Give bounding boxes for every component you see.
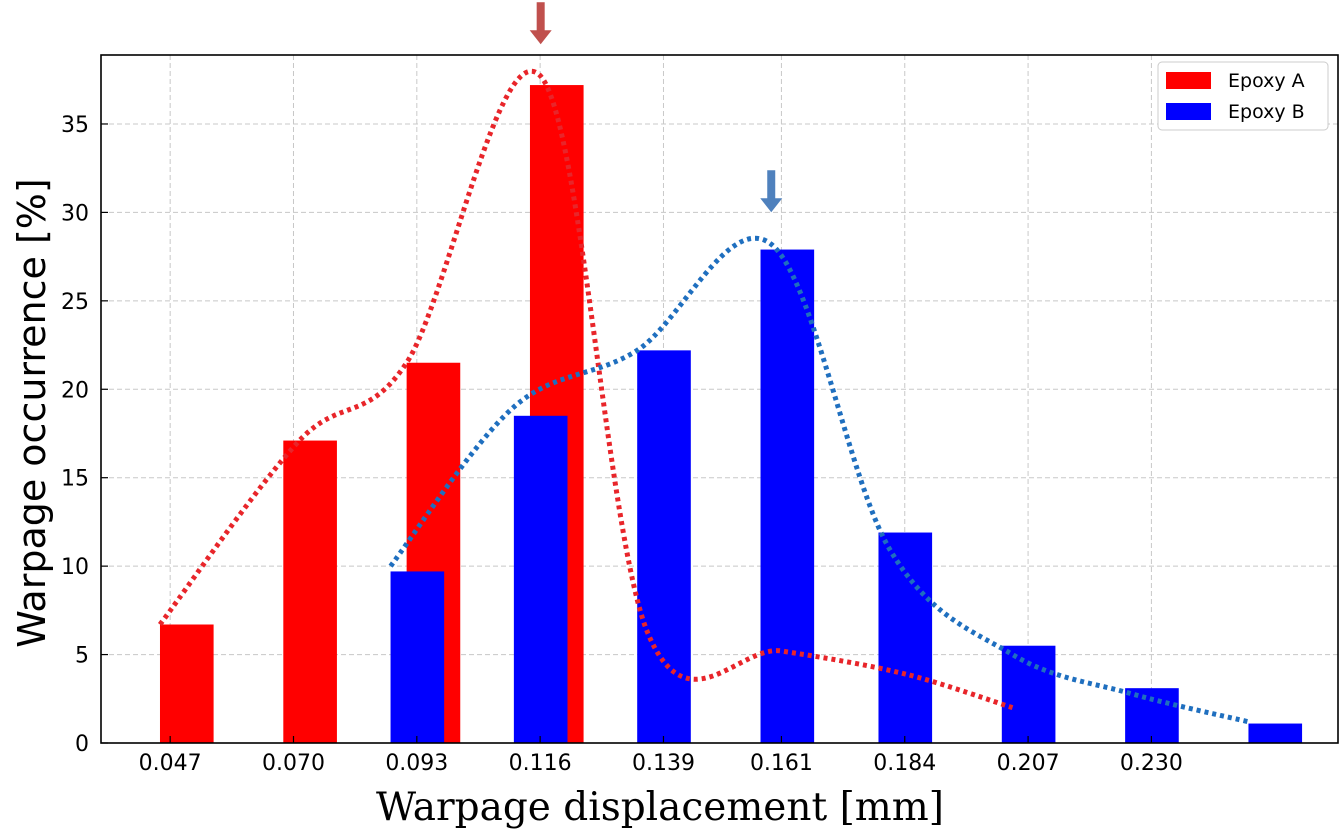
x-tick-label: 0.230 [1120, 751, 1183, 776]
x-tick-label: 0.093 [385, 751, 448, 776]
x-tick-label: 0.161 [750, 751, 813, 776]
axis-ticks: 0.047 0.070 0.093 0.116 0.139 0.161 0.184 0.207… [61, 113, 1183, 776]
bar-epoxy-b [1248, 723, 1303, 743]
bar-epoxy-b [760, 249, 815, 744]
plot-area-frame [100, 54, 1339, 744]
arrow-head-epoxy-b [760, 198, 783, 213]
y-tick-label: 35 [61, 113, 89, 138]
bar-epoxy-a [159, 624, 214, 743]
legend-swatch-epoxy-a [1166, 72, 1211, 89]
x-tick-label: 0.207 [997, 751, 1060, 776]
legend-label-epoxy-b: Epoxy B [1228, 101, 1305, 123]
trend-curve-epoxy-b [388, 235, 1250, 725]
x-tick-label: 0.184 [873, 751, 936, 776]
y-tick-label: 0 [75, 732, 89, 757]
x-tick-label: 0.047 [139, 751, 202, 776]
y-tick-label: 15 [61, 467, 89, 492]
trend-curve-epoxy-a [157, 68, 1014, 711]
bar-epoxy-b [878, 532, 933, 743]
y-tick-label: 25 [61, 290, 89, 315]
legend-swatch-epoxy-b [1166, 103, 1211, 120]
arrow-head-epoxy-a [529, 30, 552, 45]
y-axis-label: Warpage occurrence [%] [10, 178, 54, 647]
y-tick-label: 10 [61, 555, 89, 580]
bar-epoxy-a [283, 440, 337, 743]
trend-curves [157, 68, 1250, 725]
peak-arrows [529, 2, 783, 213]
bar-epoxy-b [1125, 688, 1179, 743]
bar-epoxy-b [513, 415, 568, 743]
x-tick-label: 0.070 [262, 751, 325, 776]
x-tick-label: 0.139 [632, 751, 695, 776]
arrow-shaft-epoxy-a [536, 2, 545, 33]
legend-label-epoxy-a: Epoxy A [1228, 70, 1305, 92]
bars [159, 85, 1303, 744]
arrow-shaft-epoxy-b [767, 170, 776, 201]
y-tick-label: 20 [61, 378, 89, 403]
y-tick-label: 30 [61, 201, 89, 226]
x-axis-label: Warpage displacement [mm] [376, 785, 944, 829]
bar-epoxy-b [637, 350, 691, 743]
bar-epoxy-b [1001, 645, 1056, 743]
x-tick-label: 0.116 [509, 751, 572, 776]
bar-epoxy-b [390, 571, 445, 743]
y-tick-label: 5 [75, 644, 89, 669]
legend: Epoxy A Epoxy B [1157, 61, 1329, 131]
